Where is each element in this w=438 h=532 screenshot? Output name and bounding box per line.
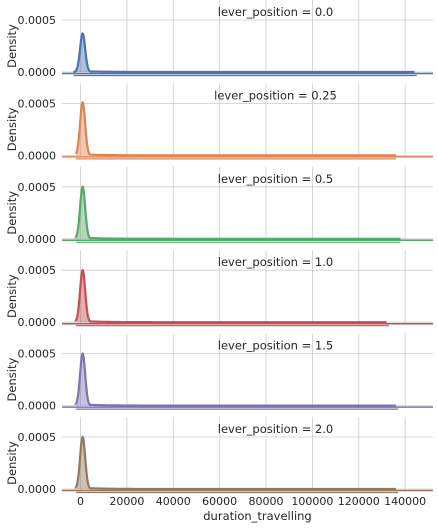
x-tick-label: 80000 xyxy=(249,495,284,508)
y-tick-label: 0.0005 xyxy=(18,181,57,194)
density-line xyxy=(74,268,387,324)
y-tick-label: 0.0000 xyxy=(18,316,57,329)
density-area xyxy=(75,353,399,406)
density-area xyxy=(75,186,401,239)
x-axis-label: duration_travelling xyxy=(203,509,311,523)
y-axis-label: Density xyxy=(5,191,19,235)
density-line xyxy=(74,185,401,240)
x-tick-label: 140000 xyxy=(384,495,426,508)
y-tick-label: 0.0005 xyxy=(18,348,57,361)
y-axis-label: Density xyxy=(5,107,19,151)
density-line xyxy=(73,32,415,74)
panel-title: lever_position = 1.5 xyxy=(218,339,333,353)
y-axis-label: Density xyxy=(5,358,19,402)
panel-title: lever_position = 0.25 xyxy=(214,88,337,102)
x-tick-label: 60000 xyxy=(202,495,237,508)
y-tick-label: 0.0000 xyxy=(18,400,57,413)
density-area xyxy=(75,102,396,156)
y-tick-label: 0.0000 xyxy=(18,233,57,246)
panel-title: lever_position = 0.0 xyxy=(218,5,333,19)
panel-title: lever_position = 1.0 xyxy=(218,255,333,269)
x-tick-label: 0 xyxy=(77,495,84,508)
y-tick-label: 0.0000 xyxy=(18,66,57,79)
panel-title: lever_position = 2.0 xyxy=(218,422,333,436)
y-tick-label: 0.0000 xyxy=(18,483,57,496)
y-tick-label: 0.0005 xyxy=(18,14,57,27)
y-axis-label: Density xyxy=(5,441,19,485)
density-line xyxy=(74,435,396,491)
y-tick-label: 0.0005 xyxy=(18,431,57,444)
y-axis-label: Density xyxy=(5,24,19,68)
y-tick-label: 0.0005 xyxy=(18,97,57,110)
x-tick-label: 20000 xyxy=(109,495,144,508)
y-tick-label: 0.0000 xyxy=(18,149,57,162)
panel-title: lever_position = 0.5 xyxy=(218,172,333,186)
x-tick-label: 120000 xyxy=(338,495,380,508)
density-line xyxy=(74,100,396,157)
density-area xyxy=(75,437,399,489)
density-area xyxy=(75,270,389,323)
x-tick-label: 40000 xyxy=(156,495,191,508)
x-tick-label: 100000 xyxy=(291,495,333,508)
density-line xyxy=(74,352,396,407)
density-area xyxy=(73,33,417,72)
y-tick-label: 0.0005 xyxy=(18,264,57,277)
y-axis-label: Density xyxy=(5,274,19,318)
